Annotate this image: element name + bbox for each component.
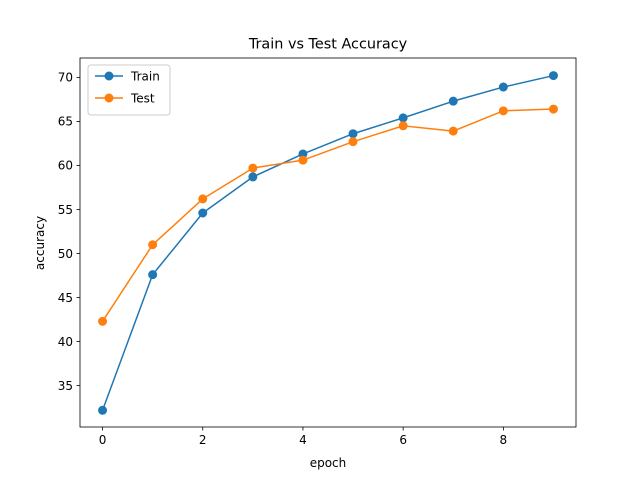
series-line-train xyxy=(101,74,555,412)
legend-marker-test xyxy=(104,93,114,103)
x-axis-label: epoch xyxy=(310,456,347,470)
plot-area: 0 2 4 6 8 35 40 45 50 55 60 65 70 xyxy=(58,57,577,447)
x-tick-label: 0 xyxy=(99,433,107,447)
x-tick-label: 6 xyxy=(399,433,407,447)
data-point-train xyxy=(148,270,158,280)
data-point-train xyxy=(348,129,358,139)
legend-label-test: Test xyxy=(130,91,155,105)
chart-title: Train vs Test Accuracy xyxy=(248,37,408,53)
y-tick-label: 60 xyxy=(58,159,73,173)
legend-marker-train xyxy=(104,71,114,81)
series-line-test xyxy=(101,108,555,323)
y-tick-label: 45 xyxy=(58,291,73,305)
data-point-test xyxy=(248,163,258,173)
data-point-train xyxy=(198,208,208,218)
data-point-train xyxy=(548,71,558,81)
legend-label-train: Train xyxy=(130,69,160,83)
data-point-test xyxy=(198,194,208,204)
data-point-train xyxy=(98,405,108,415)
y-tick-label: 40 xyxy=(58,335,73,349)
data-point-test xyxy=(148,240,158,250)
data-point-test xyxy=(548,104,558,114)
y-tick-label: 65 xyxy=(58,115,73,129)
axes-frame xyxy=(79,57,577,428)
x-tick-label: 2 xyxy=(199,433,207,447)
data-point-train xyxy=(398,113,408,123)
y-tick-label: 50 xyxy=(58,247,73,261)
y-axis-label: accuracy xyxy=(33,216,47,270)
x-tick-label: 4 xyxy=(299,433,307,447)
data-point-train xyxy=(448,96,458,106)
x-tick-label: 8 xyxy=(500,433,508,447)
data-point-test xyxy=(498,106,508,116)
data-point-test xyxy=(398,121,408,131)
y-tick-label: 55 xyxy=(58,203,73,217)
data-point-test xyxy=(98,316,108,326)
data-point-train xyxy=(248,172,258,182)
data-point-train xyxy=(498,82,508,92)
legend: Train Test xyxy=(87,64,171,116)
data-point-test xyxy=(348,137,358,147)
y-tick-label: 70 xyxy=(58,71,73,85)
data-point-test xyxy=(298,155,308,165)
y-tick-label: 35 xyxy=(58,379,73,393)
data-point-test xyxy=(448,126,458,136)
